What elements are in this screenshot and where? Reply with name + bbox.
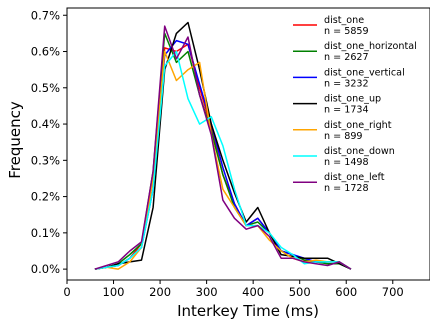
x-tick-label: 600 — [335, 285, 357, 299]
axes-layer: 0 100 200 300 400 500 600 700 0.0% 0.1% 0.2% 0.3% 0.… — [31, 7, 430, 299]
legend-series-count: n = 3232 — [324, 78, 369, 89]
y-tick-label: 0.1% — [31, 226, 60, 240]
legend-series-name: dist_one_right — [324, 120, 392, 131]
y-tick-label: 0.2% — [31, 190, 60, 204]
x-tick-label: 0 — [63, 285, 70, 299]
legend-series-name: dist_one — [324, 15, 364, 26]
legend-series-name: dist_one_left — [324, 172, 385, 183]
x-tick-label: 100 — [103, 285, 125, 299]
x-axis-title: Interkey Time (ms) — [177, 302, 319, 320]
legend-series-count: n = 1734 — [324, 105, 369, 116]
x-tick-label: 300 — [196, 285, 218, 299]
plot-frame — [66, 7, 430, 281]
legend-series-name: dist_one_vertical — [324, 67, 405, 78]
legend-item-dist-one-up: dist_one_upn = 1734 — [293, 94, 381, 116]
legend-series-count: n = 2627 — [324, 52, 369, 63]
legend-series-count: n = 899 — [324, 131, 363, 142]
series-line-dist-one-up — [94, 21, 352, 270]
legend-series-count: n = 1728 — [324, 183, 369, 194]
legend-series-name: dist_one_down — [324, 146, 395, 157]
y-axis-title: Frequency — [6, 101, 24, 179]
series-line-dist-one-left — [94, 25, 352, 270]
y-tick-label: 0.7% — [31, 8, 60, 22]
series-line-dist-one-right — [94, 50, 352, 270]
y-tick-label: 0.0% — [31, 262, 60, 276]
series-layer — [94, 21, 352, 270]
x-tick-label: 200 — [149, 285, 171, 299]
y-tick-label: 0.3% — [31, 153, 60, 167]
y-tick-label: 0.6% — [31, 45, 60, 59]
legend-series-count: n = 1498 — [324, 157, 369, 168]
legend-series-name: dist_one_horizontal — [324, 41, 417, 52]
x-tick-label: 500 — [289, 285, 311, 299]
x-tick-label: 700 — [382, 285, 404, 299]
y-tick-label: 0.5% — [31, 81, 60, 95]
y-tick-label: 0.4% — [31, 117, 60, 131]
legend-series-count: n = 5859 — [324, 26, 369, 37]
x-tick-label: 400 — [242, 285, 264, 299]
legend-series-name: dist_one_up — [324, 94, 381, 105]
